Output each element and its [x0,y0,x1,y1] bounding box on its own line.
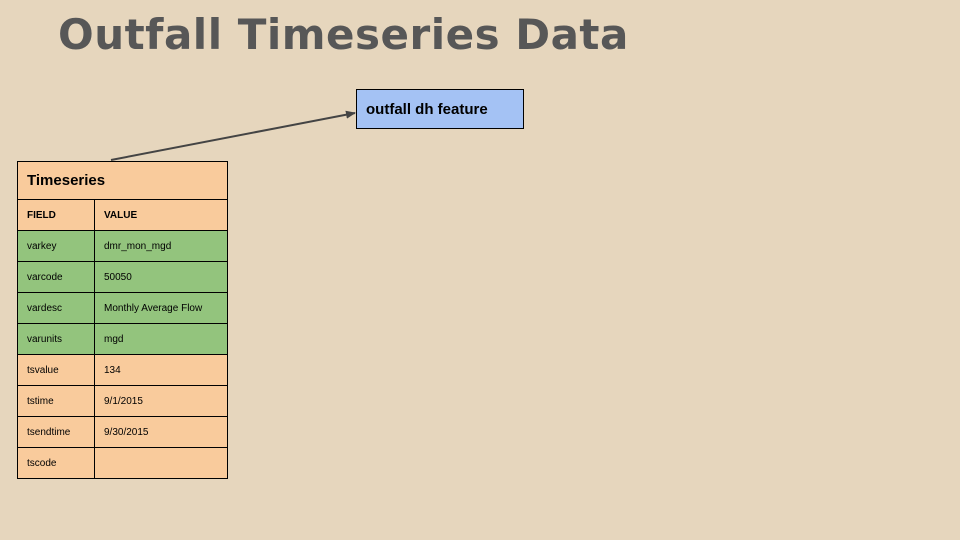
field-cell: tstime [17,385,95,417]
table-row: varkey dmr_mon_mgd [17,230,228,262]
table-caption: Timeseries [17,161,228,200]
field-cell: tsendtime [17,416,95,448]
table-header-row: FIELD VALUE [17,199,228,231]
field-cell: tsvalue [17,354,95,386]
value-cell: mgd [94,323,228,355]
timeseries-table: Timeseries FIELD VALUE varkey dmr_mon_mgd… [17,161,228,479]
value-cell: 50050 [94,261,228,293]
table-body: varkey dmr_mon_mgd varcode 50050 vardesc Mont… [17,230,228,479]
header-field: FIELD [17,199,95,231]
value-cell [94,447,228,479]
table-row: tsvalue 134 [17,354,228,386]
table-row: tsendtime 9/30/2015 [17,416,228,448]
value-cell: 9/1/2015 [94,385,228,417]
table-row: vardesc Monthly Average Flow [17,292,228,324]
table-row: tstime 9/1/2015 [17,385,228,417]
field-cell: tscode [17,447,95,479]
value-cell: dmr_mon_mgd [94,230,228,262]
value-cell: 134 [94,354,228,386]
arrow-line [110,110,356,161]
field-cell: vardesc [17,292,95,324]
field-cell: varkey [17,230,95,262]
table-row: tscode [17,447,228,479]
table-row: varcode 50050 [17,261,228,293]
field-cell: varunits [17,323,95,355]
outfall-feature-label: outfall dh feature [366,100,488,118]
page-title: Outfall Timeseries Data [58,10,629,59]
value-cell: Monthly Average Flow [94,292,228,324]
field-cell: varcode [17,261,95,293]
outfall-feature-box: outfall dh feature [356,89,524,129]
header-value: VALUE [94,199,228,231]
table-caption-row: Timeseries [17,161,228,200]
value-cell: 9/30/2015 [94,416,228,448]
table-row: varunits mgd [17,323,228,355]
